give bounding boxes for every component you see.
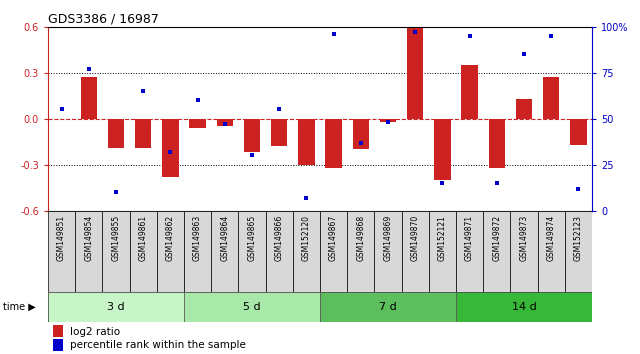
Bar xyxy=(407,28,424,119)
Bar xyxy=(76,211,102,292)
Text: GSM149871: GSM149871 xyxy=(465,215,474,261)
Bar xyxy=(326,119,342,168)
Text: GSM149873: GSM149873 xyxy=(520,215,529,261)
Bar xyxy=(184,292,320,322)
Bar xyxy=(184,211,211,292)
Text: GSM149854: GSM149854 xyxy=(84,215,93,261)
Bar xyxy=(353,119,369,149)
Bar xyxy=(461,65,478,119)
Text: GSM149874: GSM149874 xyxy=(547,215,556,261)
Bar xyxy=(429,211,456,292)
Bar xyxy=(348,211,374,292)
Bar xyxy=(266,211,293,292)
Bar xyxy=(217,119,233,126)
Bar xyxy=(163,119,179,177)
Bar xyxy=(108,119,124,148)
Bar xyxy=(48,292,184,322)
Bar xyxy=(135,119,152,148)
Bar xyxy=(48,211,76,292)
Bar xyxy=(189,119,206,128)
Text: percentile rank within the sample: percentile rank within the sample xyxy=(70,341,246,350)
Bar xyxy=(239,211,266,292)
Bar xyxy=(435,119,451,180)
Bar xyxy=(211,211,239,292)
Text: GSM149868: GSM149868 xyxy=(356,215,365,261)
Bar xyxy=(129,211,157,292)
Text: GSM149862: GSM149862 xyxy=(166,215,175,261)
Text: GSM152120: GSM152120 xyxy=(302,215,311,261)
Bar xyxy=(298,119,315,165)
Bar xyxy=(565,211,592,292)
Text: GSM149865: GSM149865 xyxy=(248,215,257,261)
Text: GSM149872: GSM149872 xyxy=(492,215,501,261)
Text: GSM149861: GSM149861 xyxy=(139,215,148,261)
Text: GSM149869: GSM149869 xyxy=(383,215,392,261)
Text: GSM149863: GSM149863 xyxy=(193,215,202,261)
Text: GSM149864: GSM149864 xyxy=(220,215,229,261)
Text: GSM149851: GSM149851 xyxy=(57,215,66,261)
Bar xyxy=(320,211,348,292)
Text: 7 d: 7 d xyxy=(379,302,397,312)
Bar xyxy=(244,119,260,152)
Text: GSM152123: GSM152123 xyxy=(574,215,583,261)
Text: GSM149867: GSM149867 xyxy=(329,215,338,261)
Text: log2 ratio: log2 ratio xyxy=(70,327,120,337)
Bar xyxy=(320,292,456,322)
Bar xyxy=(293,211,320,292)
Bar xyxy=(402,211,429,292)
Bar xyxy=(81,77,97,119)
Bar xyxy=(374,211,402,292)
Bar xyxy=(380,119,396,122)
Text: GSM149870: GSM149870 xyxy=(411,215,420,261)
Bar xyxy=(456,292,592,322)
Bar xyxy=(483,211,511,292)
Text: GSM149855: GSM149855 xyxy=(111,215,120,261)
Text: time ▶: time ▶ xyxy=(3,302,36,312)
Bar xyxy=(456,211,483,292)
Bar xyxy=(570,119,587,145)
Text: 5 d: 5 d xyxy=(243,302,261,312)
Bar xyxy=(54,339,63,352)
Bar xyxy=(538,211,565,292)
Bar xyxy=(271,119,287,146)
Bar xyxy=(511,211,538,292)
Bar xyxy=(489,119,505,168)
Bar xyxy=(102,211,130,292)
Text: 14 d: 14 d xyxy=(511,302,536,312)
Bar xyxy=(543,77,559,119)
Bar xyxy=(54,325,63,337)
Text: 3 d: 3 d xyxy=(107,302,125,312)
Bar xyxy=(157,211,184,292)
Bar xyxy=(516,99,532,119)
Text: GSM152121: GSM152121 xyxy=(438,215,447,261)
Text: GDS3386 / 16987: GDS3386 / 16987 xyxy=(48,12,159,25)
Text: GSM149866: GSM149866 xyxy=(275,215,284,261)
